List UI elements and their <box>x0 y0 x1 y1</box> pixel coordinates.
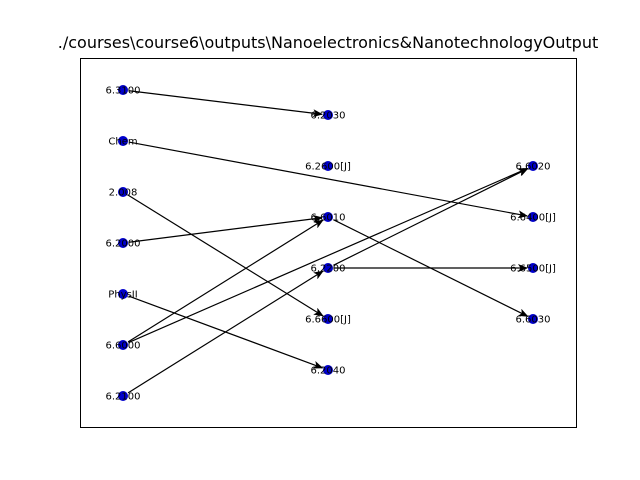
node-6-2030 <box>323 110 333 120</box>
edge-2-008-to-6-6600-j <box>127 194 324 317</box>
node-6-2600-j <box>323 161 333 171</box>
edge-chem-to-6-6400-j <box>128 141 529 219</box>
node-6-6010 <box>323 212 333 222</box>
node-label-6-2040: 6.2040 <box>311 366 346 377</box>
node-label-6-2200: 6.2200 <box>311 264 346 275</box>
node-label-6-2600-j: 6.2600[J] <box>305 162 351 173</box>
node-2-008 <box>118 187 128 197</box>
node-label-physii: PhysII <box>108 290 137 301</box>
node-label-6-2030: 6.2030 <box>311 111 346 122</box>
edge-6-2000-to-6-6010 <box>128 214 324 243</box>
node-label-6-3100: 6.3100 <box>106 86 141 97</box>
node-6-2200 <box>323 263 333 273</box>
node-label-6-6020: 6.6020 <box>516 162 551 173</box>
labels-layer: 6.3100 Chem 2.008 6.2000 PhysII 6.6000 6.2100 6… <box>106 86 556 403</box>
edge-6-2100-to-6-2200 <box>127 270 324 394</box>
node-6-2040 <box>323 365 333 375</box>
node-label-6-6500-j: 6.6500[J] <box>510 264 556 275</box>
node-chem <box>118 136 128 146</box>
node-6-2000 <box>118 238 128 248</box>
node-label-6-2000: 6.2000 <box>106 239 141 250</box>
node-6-2100 <box>118 391 128 401</box>
node-label-6-6600-j: 6.6600[J] <box>305 315 351 326</box>
node-label-6-6400-j: 6.6400[J] <box>510 213 556 224</box>
diagram-title: ./courses\course6\outputs\Nanoelectronic… <box>57 33 599 52</box>
edge-6-3100-to-6-2030 <box>128 90 324 118</box>
node-6-3100 <box>118 85 128 95</box>
edge-6-6000-to-6-6020 <box>128 167 529 344</box>
node-label-2-008: 2.008 <box>109 188 138 199</box>
nodes-layer <box>118 85 538 401</box>
node-label-6-6030: 6.6030 <box>516 315 551 326</box>
edge-6-6000-to-6-6010 <box>127 219 324 343</box>
node-physii <box>118 289 128 299</box>
node-label-6-6000: 6.6000 <box>106 341 141 352</box>
edge-6-2200-to-6-6020 <box>333 168 529 266</box>
node-label-6-2100: 6.2100 <box>106 392 141 403</box>
node-label-chem: Chem <box>108 137 137 148</box>
node-label-6-6010: 6.6010 <box>311 213 346 224</box>
node-6-6020 <box>528 161 538 171</box>
node-6-6000 <box>118 340 128 350</box>
node-6-6500-j <box>528 263 538 273</box>
node-6-6400-j <box>528 212 538 222</box>
edges-layer <box>127 90 529 394</box>
node-6-6600-j <box>323 314 333 324</box>
node-6-6030 <box>528 314 538 324</box>
